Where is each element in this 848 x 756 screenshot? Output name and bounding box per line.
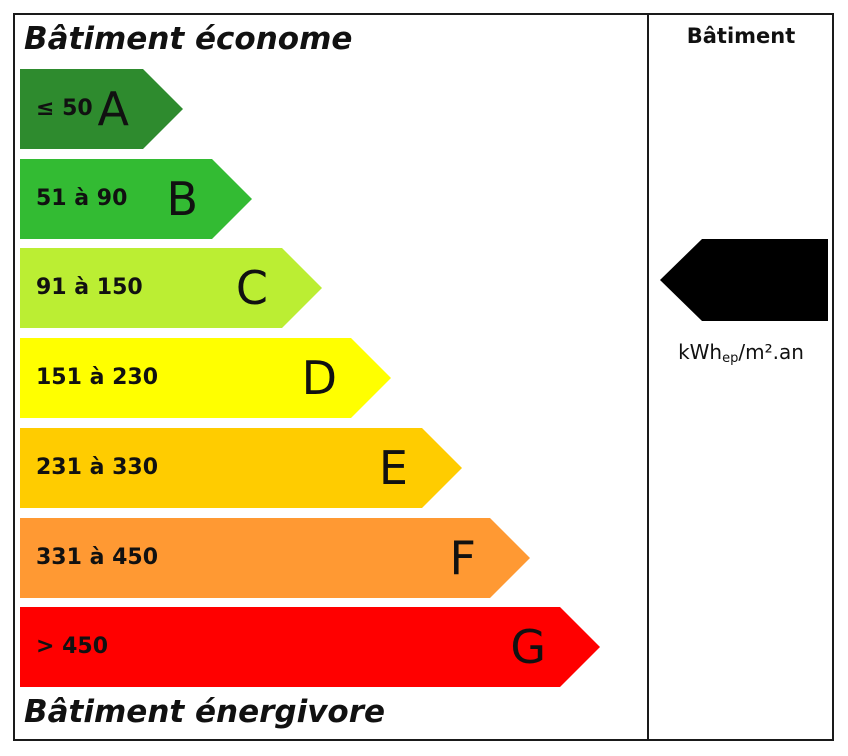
unit-subscript: ep bbox=[722, 351, 739, 366]
energy-class-a: ≤ 50 A bbox=[20, 69, 183, 149]
class-arrow-shape bbox=[20, 159, 252, 239]
energy-class-g: > 450 G bbox=[20, 607, 600, 687]
class-range: 331 à 450 bbox=[36, 545, 159, 570]
class-letter: F bbox=[449, 531, 476, 585]
column-title: Bâtiment bbox=[686, 24, 796, 48]
class-arrow-shape bbox=[20, 69, 183, 149]
energy-class-b: 51 à 90 B bbox=[20, 159, 252, 239]
class-letter: E bbox=[378, 441, 408, 495]
class-letter: A bbox=[97, 82, 129, 136]
energy-class-d: 151 à 230 D bbox=[20, 338, 391, 418]
building-marker bbox=[660, 239, 828, 325]
class-letter: B bbox=[166, 172, 198, 226]
class-range: 151 à 230 bbox=[36, 365, 159, 390]
class-range: 51 à 90 bbox=[36, 186, 128, 211]
unit-main: kWh bbox=[678, 340, 723, 364]
energy-class-f: 331 à 450 F bbox=[20, 518, 530, 598]
energy-class-c: 91 à 150 C bbox=[20, 248, 322, 328]
class-range: ≤ 50 bbox=[36, 96, 93, 121]
class-letter: C bbox=[235, 261, 268, 315]
column-divider bbox=[647, 13, 649, 741]
label-frame bbox=[13, 13, 834, 741]
class-range: 231 à 330 bbox=[36, 455, 159, 480]
class-arrow-shape bbox=[20, 338, 391, 418]
class-range: 91 à 150 bbox=[36, 275, 143, 300]
class-letter: G bbox=[510, 620, 546, 674]
class-arrow-shape bbox=[20, 518, 530, 598]
bottom-heading: Bâtiment énergivore bbox=[24, 694, 386, 730]
class-letter: D bbox=[301, 351, 337, 405]
top-heading: Bâtiment économe bbox=[24, 21, 353, 57]
class-arrow-shape bbox=[20, 607, 600, 687]
energy-class-e: 231 à 330 E bbox=[20, 428, 462, 508]
class-arrow-shape bbox=[20, 248, 322, 328]
class-arrow-shape bbox=[20, 428, 462, 508]
marker-arrow-icon bbox=[660, 239, 828, 321]
class-range: > 450 bbox=[36, 634, 109, 659]
unit-tail: /m².an bbox=[738, 340, 804, 364]
unit-label: kWhep/m².an bbox=[650, 340, 832, 366]
